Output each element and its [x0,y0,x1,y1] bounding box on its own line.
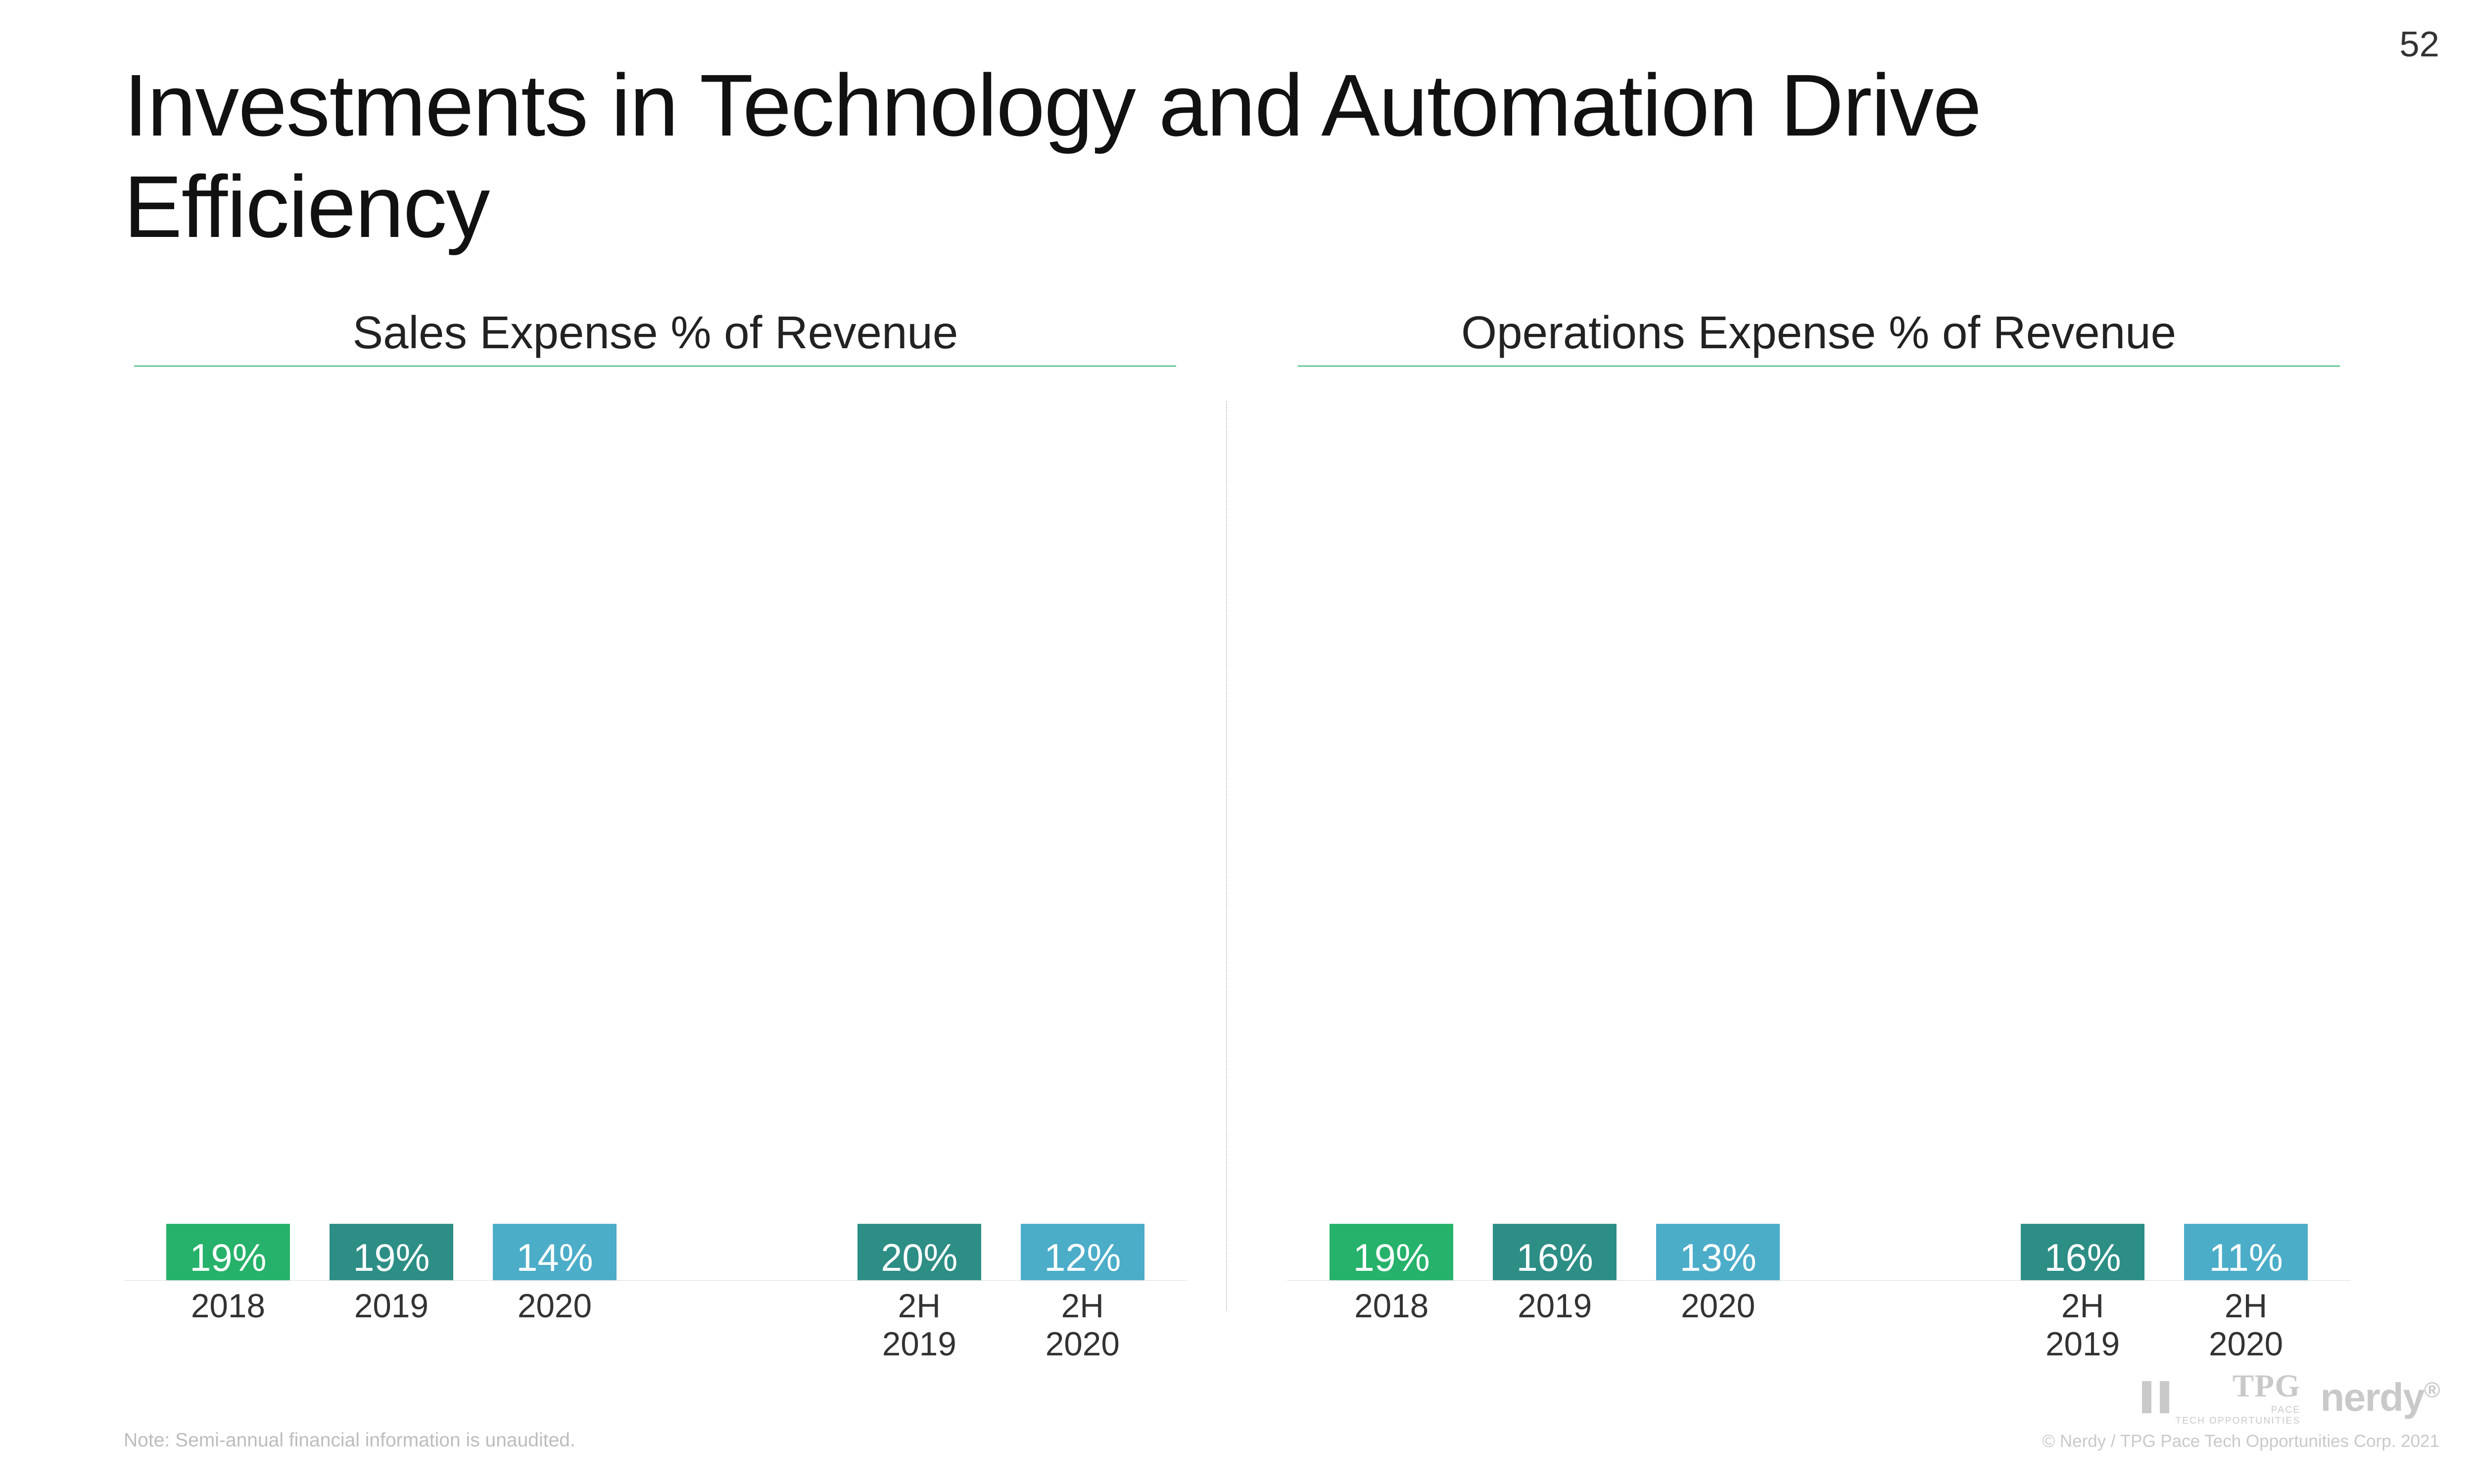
bar-wrap: 19% [330,1224,453,1280]
bar-wrap: 19% [1330,1224,1453,1280]
bar: 16% [2021,1224,2144,1280]
bar: 19% [330,1224,453,1280]
bar-value-label: 19% [190,1236,266,1280]
bar-wrap: 12% [1021,1224,1144,1280]
x-axis-labels: 2018 2019 2020 2H 2019 2H 2020 [124,1287,1187,1363]
chart-title: Operations Expense % of Revenue [1298,306,2340,367]
tpg-sub1: PACE [2175,1405,2300,1416]
bar-cluster: 19% 16% 13% [1330,388,1780,1280]
bar-value-label: 19% [353,1236,429,1280]
bar-value-label: 16% [2045,1236,2121,1280]
nerdy-logo: nerdy® [2320,1375,2439,1420]
footer-right: TPG PACE TECH OPPORTUNITIES nerdy® © Ner… [2042,1368,2439,1451]
x-axis-label: 2H 2019 [2021,1287,2144,1363]
bar-wrap: 11% [2184,1224,2308,1280]
footnote: Note: Semi-annual financial information … [124,1430,575,1451]
x-axis-label: 2H 2020 [1021,1287,1144,1363]
footer: Note: Semi-annual financial information … [124,1368,2439,1451]
x-axis-label: 2019 [1493,1287,1617,1363]
page-number: 52 [2399,24,2439,65]
x-label-cluster: 2018 2019 2020 [1330,1287,1780,1363]
nerdy-logo-tm: ® [2424,1378,2439,1402]
bar-wrap: 19% [166,1224,290,1280]
bar-value-label: 14% [516,1236,593,1280]
bar-value-label: 12% [1044,1236,1121,1280]
nerdy-logo-text: nerdy [2320,1375,2424,1419]
x-axis-labels: 2018 2019 2020 2H 2019 2H 2020 [1287,1287,2350,1363]
slide: 52 Investments in Technology and Automat… [0,0,2474,1484]
tpg-logo-text: TPG [2233,1368,2301,1404]
bar-cluster: 19% 19% 14% [166,388,617,1280]
bar: 14% [493,1224,617,1280]
tpg-logo: TPG PACE TECH OPPORTUNITIES [2142,1368,2300,1427]
charts-row: Sales Expense % of Revenue 19% 19% 14% 20% 12… [124,306,2350,1363]
bar-value-label: 13% [1680,1236,1757,1280]
x-axis-label: 2020 [1656,1287,1780,1363]
bar-value-label: 19% [1353,1236,1430,1280]
bar: 13% [1656,1224,1780,1280]
tpg-sub2: TECH OPPORTUNITIES [2175,1416,2300,1427]
x-axis-label: 2018 [166,1287,290,1363]
bar-value-label: 11% [2209,1236,2283,1280]
bar-chart: Operations Expense % of Revenue 19% 16% 13%… [1287,306,2350,1363]
logos: TPG PACE TECH OPPORTUNITIES nerdy® [2142,1368,2439,1427]
bar-wrap: 14% [493,1224,617,1280]
x-label-cluster: 2H 2019 2H 2020 [2021,1287,2308,1363]
chart-title: Sales Expense % of Revenue [134,306,1176,367]
x-axis-label: 2H 2020 [2184,1287,2308,1363]
x-label-cluster: 2018 2019 2020 [166,1287,617,1363]
x-axis-label: 2018 [1330,1287,1453,1363]
bar-wrap: 13% [1656,1224,1780,1280]
x-axis-label: 2019 [330,1287,453,1363]
bar: 11% [2184,1224,2308,1280]
chart-divider [1226,401,1227,1310]
bar-value-label: 16% [1517,1236,1593,1280]
bar-chart: Sales Expense % of Revenue 19% 19% 14% 20% 12… [124,306,1187,1363]
bar-wrap: 20% [857,1224,981,1280]
bar: 12% [1021,1224,1144,1280]
plot-area: 19% 16% 13% 16% 11% [1287,388,2350,1281]
tpg-mark-icon [2142,1381,2169,1413]
bar-wrap: 16% [2021,1224,2144,1280]
x-label-cluster: 2H 2019 2H 2020 [857,1287,1144,1363]
copyright: © Nerdy / TPG Pace Tech Opportunities Co… [2042,1432,2439,1451]
bar-cluster: 16% 11% [2021,388,2308,1280]
bar: 20% [857,1224,981,1280]
bar: 19% [1330,1224,1453,1280]
bar: 19% [166,1224,290,1280]
x-axis-label: 2H 2019 [857,1287,981,1363]
bar-cluster: 20% 12% [857,388,1144,1280]
bar-value-label: 20% [881,1236,957,1280]
plot-area: 19% 19% 14% 20% 12% [124,388,1187,1281]
bar: 16% [1493,1224,1617,1280]
bar-wrap: 16% [1493,1224,1617,1280]
page-title: Investments in Technology and Automation… [124,54,2350,257]
x-axis-label: 2020 [493,1287,617,1363]
